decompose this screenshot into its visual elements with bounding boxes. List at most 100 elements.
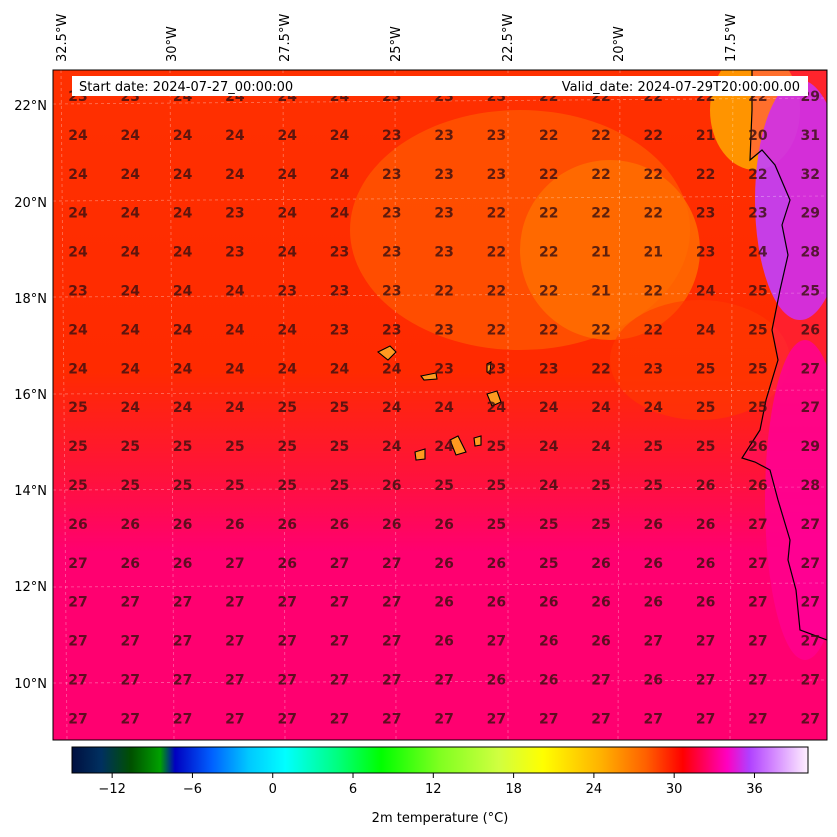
latitude-axis: 22°N 20°N 18°N 16°N 14°N 12°N 10°N bbox=[14, 99, 47, 692]
grid-value: 27 bbox=[382, 556, 401, 572]
grid-value: 27 bbox=[591, 711, 610, 727]
grid-value: 27 bbox=[800, 634, 819, 650]
grid-value: 26 bbox=[800, 322, 819, 338]
grid-value: 24 bbox=[173, 128, 193, 144]
island-santo-antao bbox=[376, 345, 397, 361]
grid-value: 23 bbox=[696, 206, 715, 222]
grid-value: 24 bbox=[225, 128, 245, 144]
grid-value: 26 bbox=[434, 556, 453, 572]
land-hot-zone bbox=[755, 80, 827, 320]
grid-value: 27 bbox=[800, 361, 819, 377]
grid-value: 23 bbox=[382, 245, 401, 261]
grid-value: 26 bbox=[330, 517, 349, 533]
grid-value: 27 bbox=[800, 673, 819, 689]
grid-value: 23 bbox=[644, 361, 663, 377]
grid-value: 24 bbox=[173, 245, 193, 261]
grid-value: 24 bbox=[434, 439, 454, 455]
start-date-label: Start date: 2024-07-27_00:00:00 bbox=[79, 80, 293, 95]
grid-value: 25 bbox=[225, 478, 244, 494]
grid-value: 27 bbox=[277, 711, 296, 727]
grid-value: 22 bbox=[591, 206, 610, 222]
grid-value: 22 bbox=[487, 245, 506, 261]
grid-value: 22 bbox=[539, 128, 558, 144]
grid-value: 24 bbox=[277, 322, 297, 338]
grid-value: 26 bbox=[539, 673, 558, 689]
grid-value: 25 bbox=[487, 439, 506, 455]
grid-value: 31 bbox=[800, 128, 819, 144]
grid-value: 24 bbox=[330, 167, 350, 183]
grid-value: 27 bbox=[748, 517, 767, 533]
colorbar-tick-label: 18 bbox=[505, 782, 522, 797]
colorbar-ticks: −12 −6 0 6 12 18 24 30 36 bbox=[98, 773, 763, 797]
grid-value: 23 bbox=[696, 245, 715, 261]
grid-value: 23 bbox=[330, 245, 349, 261]
grid-value: 22 bbox=[539, 322, 558, 338]
grid-value: 25 bbox=[68, 400, 87, 416]
grid-value: 24 bbox=[173, 322, 193, 338]
grid-value: 24 bbox=[68, 167, 88, 183]
land-hot-south bbox=[765, 340, 827, 660]
grid-value: 22 bbox=[434, 284, 453, 300]
grid-value: 22 bbox=[591, 322, 610, 338]
grid-value: 27 bbox=[173, 711, 192, 727]
lon-label-25w: 25°W bbox=[389, 26, 404, 62]
grid-value: 22 bbox=[644, 322, 663, 338]
grid-value: 22 bbox=[748, 167, 767, 183]
map-frame bbox=[52, 69, 828, 741]
grid-value: 32 bbox=[800, 167, 819, 183]
grid-value: 27 bbox=[800, 556, 819, 572]
cool-zone-core bbox=[520, 160, 700, 340]
grid-value: 22 bbox=[539, 167, 558, 183]
grid-value: 24 bbox=[539, 400, 559, 416]
grid-value: 24 bbox=[696, 322, 716, 338]
grid-value: 24 bbox=[591, 400, 611, 416]
grid-value: 22 bbox=[539, 284, 558, 300]
grid-value: 24 bbox=[539, 478, 559, 494]
grid-value: 25 bbox=[748, 400, 767, 416]
lat-label-18n: 18°N bbox=[14, 292, 47, 307]
grid-value: 23 bbox=[748, 206, 767, 222]
grid-value: 26 bbox=[696, 595, 715, 611]
colorbar-tick-label: 6 bbox=[349, 782, 357, 797]
island-sao-nicolau bbox=[420, 372, 438, 381]
grid-value: 27 bbox=[591, 673, 610, 689]
temperature-field: 23 23 24 24 24 24 23 23 23 22 22 22 22 22 29 24 24 24 24 24… bbox=[53, 70, 827, 740]
grid-value: 27 bbox=[696, 711, 715, 727]
grid-value: 26 bbox=[382, 478, 401, 494]
grid-value: 26 bbox=[644, 517, 663, 533]
grid-value: 25 bbox=[644, 478, 663, 494]
grid-value: 22 bbox=[487, 322, 506, 338]
grid-value: 23 bbox=[434, 322, 453, 338]
grid-value: 24 bbox=[330, 206, 350, 222]
lat-label-14n: 14°N bbox=[14, 484, 47, 499]
grid-value: 27 bbox=[173, 634, 192, 650]
grid-value: 25 bbox=[330, 400, 349, 416]
grid-value: 26 bbox=[539, 595, 558, 611]
grid-value: 25 bbox=[68, 478, 87, 494]
grid-value: 24 bbox=[225, 322, 245, 338]
grid-value: 27 bbox=[382, 595, 401, 611]
grid-value: 27 bbox=[277, 673, 296, 689]
grid-value: 24 bbox=[68, 245, 88, 261]
grid-value: 24 bbox=[121, 167, 141, 183]
lon-label-17-5w: 17.5°W bbox=[724, 14, 739, 62]
grid-value: 24 bbox=[173, 400, 193, 416]
island-boa-vista bbox=[486, 390, 502, 407]
grid-value: 22 bbox=[644, 167, 663, 183]
grid-value: 27 bbox=[277, 595, 296, 611]
grid-value: 24 bbox=[121, 322, 141, 338]
island-santiago bbox=[449, 435, 467, 456]
colorbar-tick-label: −6 bbox=[183, 782, 202, 797]
grid-value: 23 bbox=[434, 206, 453, 222]
grid-value: 27 bbox=[330, 711, 349, 727]
grid-value: 23 bbox=[434, 245, 453, 261]
grid-value: 27 bbox=[696, 634, 715, 650]
grid-value: 27 bbox=[487, 711, 506, 727]
grid-value: 25 bbox=[330, 478, 349, 494]
grid-value: 27 bbox=[121, 634, 140, 650]
grid-value: 22 bbox=[487, 284, 506, 300]
grid-value: 26 bbox=[591, 634, 610, 650]
grid-value: 22 bbox=[591, 167, 610, 183]
grid-value: 27 bbox=[330, 595, 349, 611]
grid-value: 25 bbox=[277, 478, 296, 494]
